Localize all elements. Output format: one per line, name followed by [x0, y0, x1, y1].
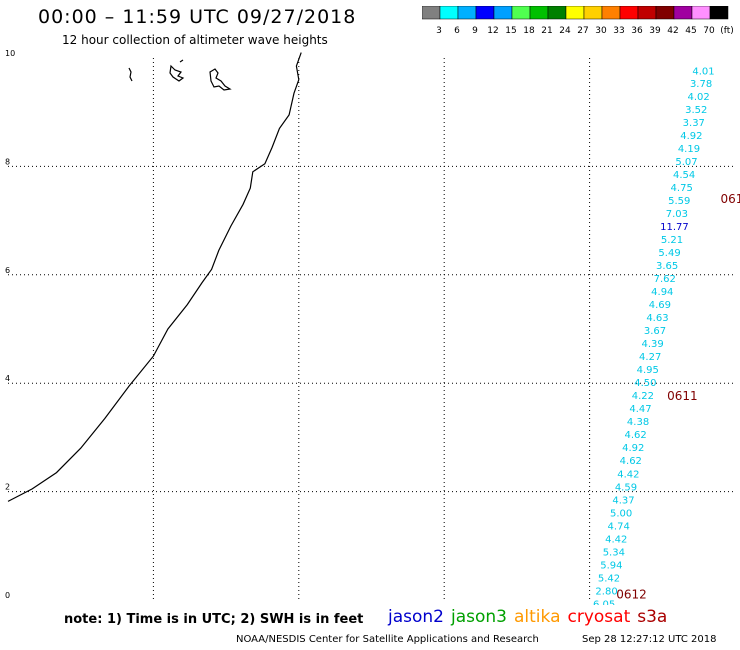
wave-height-value: 5.59 — [668, 196, 690, 207]
colorbar-label: 12 — [487, 26, 498, 36]
generated-timestamp: Sep 28 12:27:12 UTC 2018 — [582, 634, 717, 645]
wave-height-value: 4.62 — [620, 456, 642, 467]
units-note: note: 1) Time is in UTC; 2) SWH is in fe… — [64, 612, 364, 627]
y-tick-label: 6 — [5, 266, 10, 275]
wave-height-value: 5.94 — [600, 560, 622, 571]
island-outline — [209, 68, 232, 91]
wave-height-value: 4.74 — [608, 521, 630, 532]
x-tick-label: 57 — [585, 604, 595, 605]
wave-height-value: 4.92 — [680, 131, 702, 142]
wave-height-value: 3.65 — [656, 261, 678, 272]
colorbar-label: 70 — [703, 26, 715, 36]
credit-line: NOAA/NESDIS Center for Satellite Applica… — [236, 634, 539, 645]
pass-time-label: 0612 — [616, 588, 647, 602]
colorbar-label: 36 — [631, 26, 643, 36]
wave-height-value: 4.54 — [673, 170, 695, 181]
colorbar-label: (ft) — [720, 26, 734, 36]
pass-time-label: 0611 — [667, 389, 698, 403]
wave-height-map: 45 48 51 54 57 60 0 2 4 6 8 10 4.013.78 4.02 3.52 3.37 4… — [3, 49, 740, 605]
legend-jason2: jason2 — [388, 607, 444, 627]
wave-height-value: 4.50 — [634, 378, 656, 389]
wave-height-value: 7.03 — [666, 209, 688, 220]
colorbar-label: 21 — [541, 26, 552, 36]
island-outline — [128, 67, 133, 82]
wave-height-value: 4.39 — [641, 339, 663, 350]
legend-s3a: s3a — [637, 607, 668, 627]
wave-height-value: 3.67 — [644, 326, 666, 337]
wave-height-value: 4.62 — [625, 430, 647, 441]
wave-height-value: 5.34 — [603, 547, 625, 558]
map-subtitle: 12 hour collection of altimeter wave hei… — [62, 33, 328, 47]
wave-height-value: 4.63 — [646, 313, 668, 324]
colorbar-label: 30 — [595, 26, 607, 36]
wave-height-value: 4.47 — [629, 404, 651, 415]
wave-height-value: 4.37 — [612, 495, 634, 506]
colorbar-label: 24 — [559, 26, 571, 36]
wave-height-value: 4.27 — [639, 352, 661, 363]
wave-height-value: 3.52 — [685, 105, 707, 116]
wave-height-value: 5.00 — [610, 508, 632, 519]
colorbar-label: 6 — [454, 26, 460, 36]
colorbar-label: 39 — [649, 26, 661, 36]
y-tick-label: 8 — [5, 157, 10, 166]
wave-height-value: 4.42 — [617, 469, 639, 480]
x-tick-label: 51 — [294, 604, 304, 605]
wave-height-value: 7.62 — [654, 274, 676, 285]
wave-height-value: 4.42 — [605, 534, 627, 545]
wave-height-value: 5.49 — [658, 248, 680, 259]
colorbar-label: 33 — [613, 26, 624, 36]
wave-height-value: 5.07 — [675, 157, 697, 168]
wave-height-value: 4.69 — [649, 300, 671, 311]
wave-height-value: 4.01 — [692, 67, 714, 78]
x-tick-label: 60 — [728, 604, 738, 605]
legend-altika: altika — [514, 607, 561, 627]
satellite-legend: jason2 jason3 altika cryosat s3a — [388, 607, 674, 627]
wave-height-value: 4.95 — [637, 365, 659, 376]
colorbar-label: 9 — [472, 26, 478, 36]
legend-jason3: jason3 — [451, 607, 507, 627]
wave-height-value: 4.38 — [627, 417, 649, 428]
wave-height-value: 4.59 — [615, 482, 637, 493]
wave-height-value: 4.19 — [678, 144, 700, 155]
island-outline — [169, 59, 185, 82]
y-tick-label: 2 — [5, 483, 10, 492]
wave-height-value: 4.75 — [671, 183, 693, 194]
wave-height-value: 4.22 — [632, 391, 654, 402]
colorbar-label: 42 — [667, 26, 678, 36]
y-tick-label: 4 — [5, 374, 10, 383]
wave-height-value: 3.78 — [690, 79, 712, 90]
colorbar-swatch — [709, 6, 729, 20]
wave-height-value: 3.37 — [683, 118, 705, 129]
coastline — [7, 52, 302, 502]
wave-height-value: 2.80 — [595, 586, 617, 597]
wave-height-value: 11.77 — [660, 222, 689, 233]
wave-height-value: 4.02 — [688, 92, 710, 103]
y-tick-label: 10 — [5, 49, 15, 58]
colorbar-label: 15 — [505, 26, 516, 36]
y-tick-label: 0 — [5, 591, 10, 600]
wave-height-value: 4.94 — [651, 287, 673, 298]
colorbar-label: 18 — [523, 26, 535, 36]
map-title: 00:00 – 11:59 UTC 09/27/2018 — [38, 6, 357, 28]
colorbar-label: 45 — [685, 26, 696, 36]
x-tick-label: 54 — [439, 604, 449, 605]
wave-height-value: 5.21 — [661, 235, 683, 246]
wave-height-value: 6.05 — [593, 599, 615, 605]
legend-cryosat: cryosat — [567, 607, 631, 627]
wave-height-value: 5.42 — [598, 573, 620, 584]
colorbar-label: 27 — [577, 26, 588, 36]
wave-height-colorbar: 3 6 9 12 15 18 21 24 27 30 33 36 39 42 45 70 (ft) — [422, 6, 734, 36]
x-tick-label: 45 — [3, 604, 13, 605]
colorbar-label: 3 — [436, 26, 442, 36]
wave-height-value: 4.92 — [622, 443, 644, 454]
x-tick-label: 48 — [148, 604, 158, 605]
